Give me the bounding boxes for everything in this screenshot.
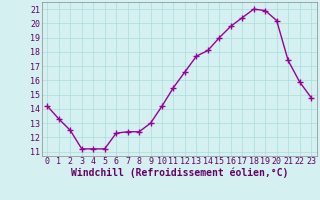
X-axis label: Windchill (Refroidissement éolien,°C): Windchill (Refroidissement éolien,°C): [70, 168, 288, 178]
